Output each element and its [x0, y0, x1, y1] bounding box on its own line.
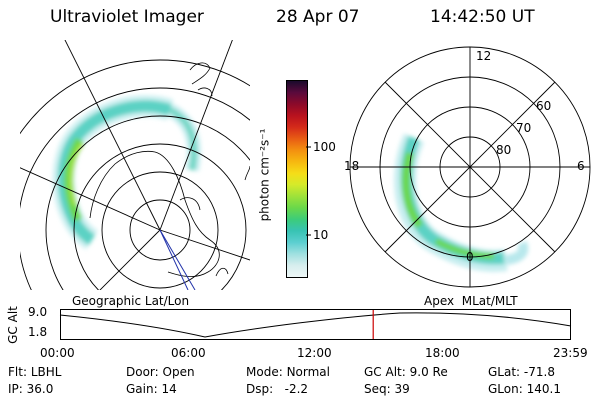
filter-value: LBHL — [30, 365, 62, 379]
glon-value: 140.1 — [526, 382, 561, 396]
gain-readout: Gain: 14 — [126, 382, 177, 396]
mlat-label-80: 80 — [496, 143, 511, 157]
filter-label: Flt: — [8, 365, 27, 379]
gc-alt-label: GC Alt: — [364, 365, 406, 379]
door-readout: Door: Open — [126, 365, 195, 379]
glon-label: GLon: — [488, 382, 523, 396]
dsp-value: -2.2 — [284, 382, 309, 396]
ip-value: 36.0 — [26, 382, 54, 396]
mlat-label-70: 70 — [516, 121, 531, 135]
seq-label: Seq: — [364, 382, 391, 396]
colorbar-tick-10: 10 — [313, 228, 329, 242]
altitude-y-high: 9.0 — [28, 305, 48, 319]
filter-readout: Flt: LBHL — [8, 365, 61, 379]
dsp-readout: Dsp: -2.2 — [246, 382, 308, 396]
observation-time: 14:42:50 UT — [430, 7, 535, 27]
mlt-label-12: 12 — [476, 49, 491, 63]
ip-readout: IP: 36.0 — [8, 382, 53, 396]
apex-polar-plot: 12 18 6 0 60 70 80 — [344, 46, 591, 288]
geographic-panel-label: Geographic Lat/Lon — [72, 294, 190, 308]
colorbar-ticks — [306, 146, 311, 236]
mode-value: Normal — [286, 365, 330, 379]
colorbar — [286, 80, 308, 278]
apex-panel-label: Apex MLat/MLT — [424, 294, 518, 308]
gain-value: 14 — [161, 382, 177, 396]
x-tick-0600: 06:00 — [171, 346, 206, 360]
instrument-title: Ultraviolet Imager — [50, 7, 204, 27]
mlat-label-60: 60 — [536, 99, 551, 113]
gain-label: Gain: — [126, 382, 158, 396]
mlt-label-18: 18 — [344, 159, 359, 173]
seq-value: 39 — [394, 382, 410, 396]
altitude-ylabel: GC Alt — [5, 306, 20, 344]
glat-value: -71.8 — [523, 365, 555, 379]
glat-readout: GLat: -71.8 — [488, 365, 555, 379]
seq-readout: Seq: 39 — [364, 382, 410, 396]
x-tick-0000: 00:00 — [40, 346, 75, 360]
mlt-label-0: 0 — [466, 250, 474, 264]
geographic-map — [20, 40, 250, 290]
x-tick-1200: 12:00 — [297, 346, 332, 360]
door-value: Open — [162, 365, 195, 379]
colorbar-unit-label: photon cm⁻²s⁻¹ — [257, 128, 272, 222]
x-tick-1800: 18:00 — [425, 346, 460, 360]
altitude-plot — [59, 309, 572, 340]
glat-label: GLat: — [488, 365, 521, 379]
observation-date: 28 Apr 07 — [276, 7, 360, 27]
aurora-oval-geographic — [52, 95, 201, 250]
ip-label: IP: — [8, 382, 23, 396]
glon-readout: GLon: 140.1 — [488, 382, 561, 396]
mode-readout: Mode: Normal — [246, 365, 330, 379]
altitude-y-low: 1.8 — [28, 325, 48, 339]
colorbar-tick-100: 100 — [313, 140, 336, 154]
mlt-label-6: 6 — [577, 159, 585, 173]
gc-alt-value: 9.0 Re — [409, 365, 448, 379]
gc-alt-readout: GC Alt: 9.0 Re — [364, 365, 448, 379]
aurora-oval-apex — [394, 133, 529, 272]
x-tick-2359: 23:59 — [553, 346, 588, 360]
dsp-label: Dsp: — [246, 382, 274, 396]
door-label: Door: — [126, 365, 159, 379]
mode-label: Mode: — [246, 365, 283, 379]
